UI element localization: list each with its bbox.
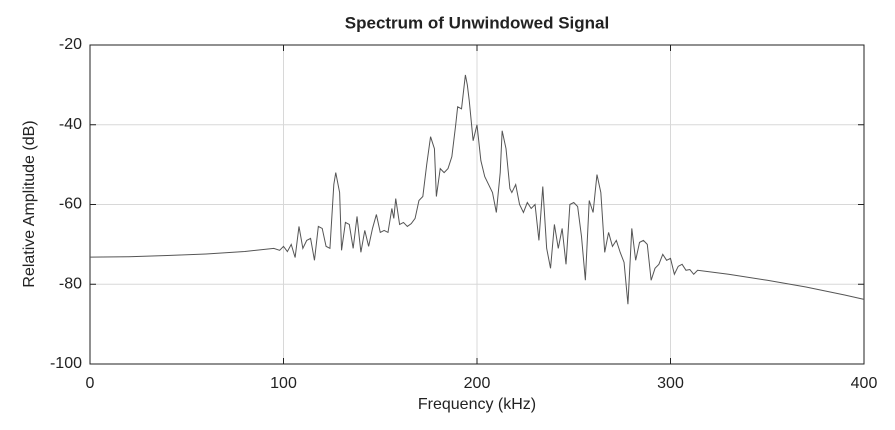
data-line	[89, 74, 865, 305]
x-axis-label: Frequency (kHz)	[418, 396, 536, 413]
x-tick-label: 200	[464, 375, 491, 392]
chart-title: Spectrum of Unwindowed Signal	[345, 13, 609, 32]
y-tick-label: -100	[50, 355, 82, 372]
x-tick-label: 0	[86, 375, 95, 392]
plot-frame	[89, 44, 865, 365]
y-tick-label: -40	[59, 116, 82, 133]
y-tick-label: -60	[59, 196, 82, 213]
y-axis-label: Relative Amplitude (dB)	[21, 120, 38, 287]
y-tick-label: -20	[59, 36, 82, 53]
x-tick-label: 400	[851, 375, 878, 392]
y-tick-label: -80	[59, 275, 82, 292]
x-tick-label: 100	[270, 375, 297, 392]
x-tick-label: 300	[657, 375, 684, 392]
